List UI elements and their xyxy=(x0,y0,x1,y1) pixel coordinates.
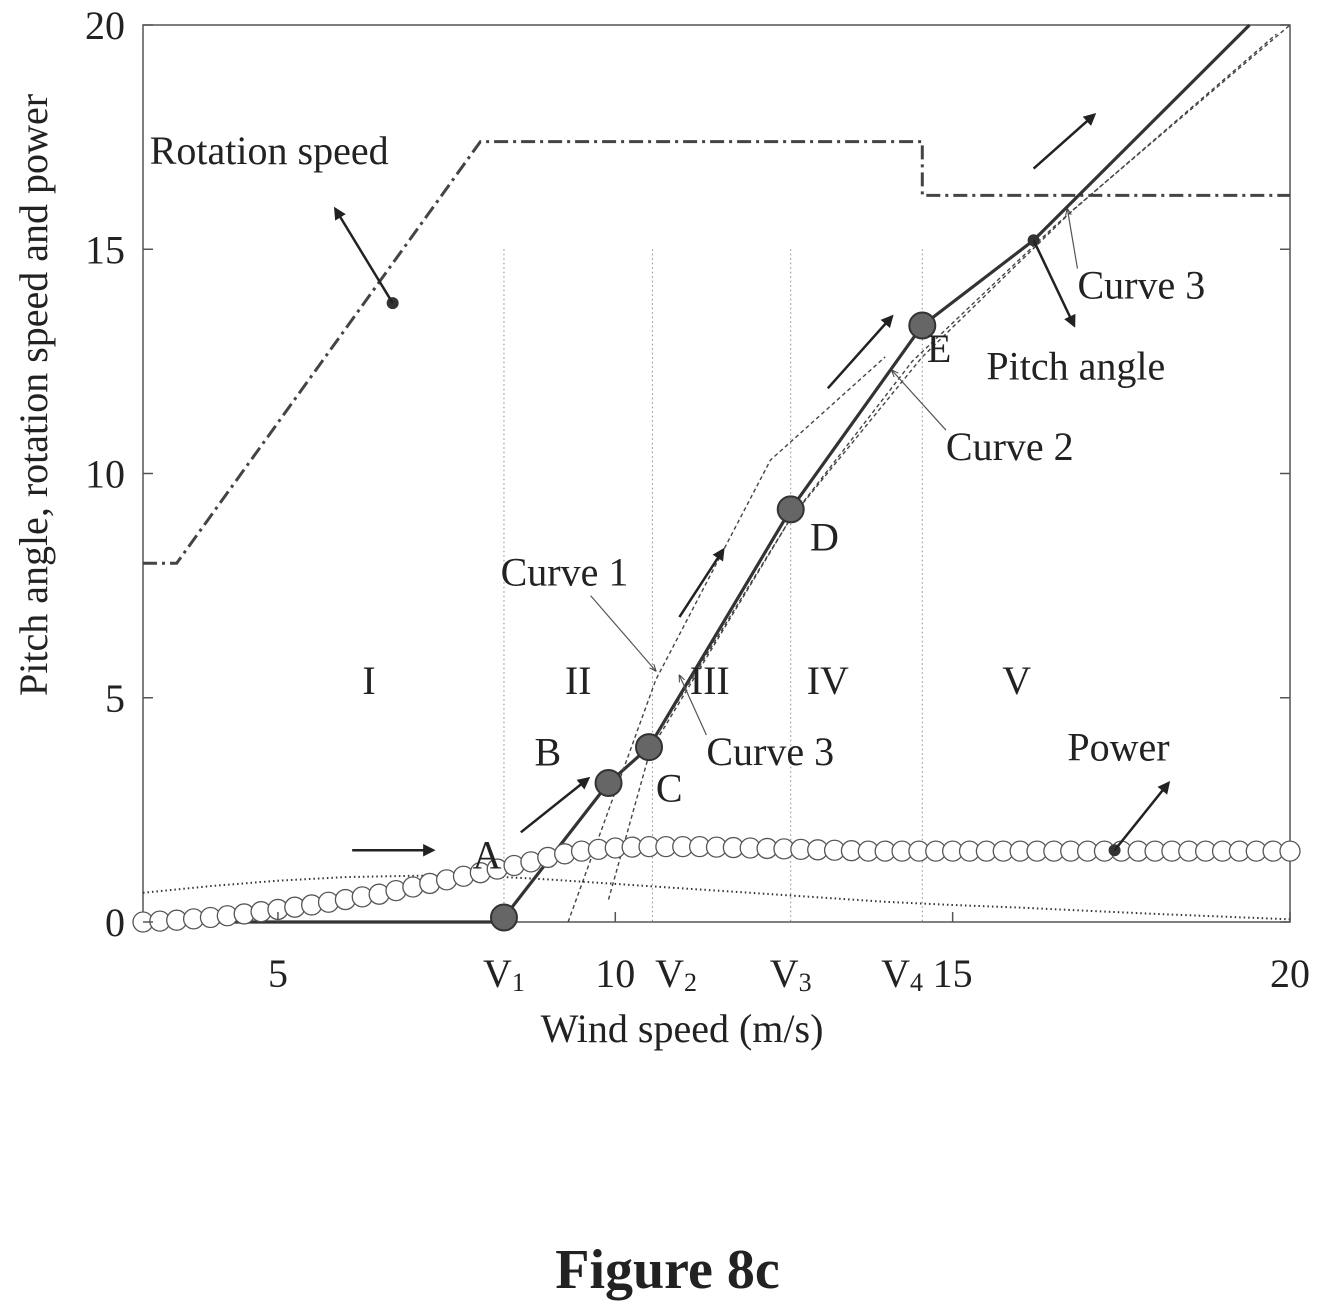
direction-arrow xyxy=(826,314,894,390)
region-label-v: V xyxy=(1002,658,1031,703)
annotation-pointer xyxy=(892,370,947,431)
curve-1-line xyxy=(567,356,886,923)
point-label-a: A xyxy=(473,833,502,878)
annotations: Rotation speed Pitch angle Power Curve 1 Cur… xyxy=(150,128,1205,857)
x-tick-label: 5 xyxy=(268,951,288,996)
region-label-iv: IV xyxy=(807,658,849,703)
point-label-e: E xyxy=(927,326,951,371)
key-point-a xyxy=(489,903,518,932)
region-label-iii: III xyxy=(690,658,730,703)
x-marker-label: V2 xyxy=(655,951,697,997)
rotation-speed-line xyxy=(143,140,1290,565)
y-tick-label: 15 xyxy=(85,227,125,272)
region-label-ii: II xyxy=(565,658,592,703)
annotation-pointer xyxy=(1067,209,1079,269)
x-marker-label: V3 xyxy=(770,951,812,997)
annotation-arrow xyxy=(1113,781,1171,852)
y-tick-label: 20 xyxy=(85,3,125,48)
annotation-arrow xyxy=(333,206,394,304)
annotation-pointer xyxy=(679,675,707,736)
point-label-b: B xyxy=(534,730,561,775)
x-tick-label: 20 xyxy=(1270,951,1310,996)
figure-caption: Figure 8c xyxy=(555,1239,780,1301)
curve-3-label: Curve 3 xyxy=(1077,263,1205,308)
annotation-pointer xyxy=(590,595,656,671)
key-point-e xyxy=(908,311,937,340)
direction-arrow xyxy=(678,547,725,618)
key-point-b xyxy=(594,768,623,797)
key-point-c xyxy=(635,733,664,762)
x-axis-label: Wind speed (m/s) xyxy=(541,1006,824,1051)
direction-arrows xyxy=(352,113,1097,857)
power-point xyxy=(1279,840,1301,862)
curve-1-label: Curve 1 xyxy=(501,550,629,595)
pitch-angle-label: Pitch angle xyxy=(986,343,1165,388)
reference-line xyxy=(142,874,1291,921)
power-series xyxy=(132,836,1301,933)
point-label-c: C xyxy=(656,765,683,810)
y-tick-label: 5 xyxy=(105,676,125,721)
y-tick-label: 10 xyxy=(85,452,125,497)
power-label: Power xyxy=(1067,725,1169,770)
key-point-d xyxy=(776,495,805,524)
direction-arrow xyxy=(520,776,591,834)
x-marker-label: V4 xyxy=(881,951,923,997)
annotation-arrow xyxy=(1032,239,1076,328)
y-tick-label: 0 xyxy=(105,900,125,945)
region-label-i: I xyxy=(362,658,375,703)
curve-2-label: Curve 2 xyxy=(946,424,1074,469)
rotation-speed-label: Rotation speed xyxy=(150,128,389,173)
y-axis-label: Pitch angle, rotation speed and power xyxy=(11,94,56,696)
axis-ticks: 0 5 10 15 20 5 10 15 20 V1 V2 V3 V4 xyxy=(85,3,1310,997)
direction-arrow xyxy=(1032,113,1097,170)
x-tick-label: 10 xyxy=(595,951,635,996)
x-tick-label: 15 xyxy=(933,951,973,996)
point-label-d: D xyxy=(810,514,839,559)
curve-3-line xyxy=(651,24,1291,748)
key-points xyxy=(489,311,937,932)
curve-3-label: Curve 3 xyxy=(706,729,834,774)
x-marker-label: V1 xyxy=(483,951,525,997)
